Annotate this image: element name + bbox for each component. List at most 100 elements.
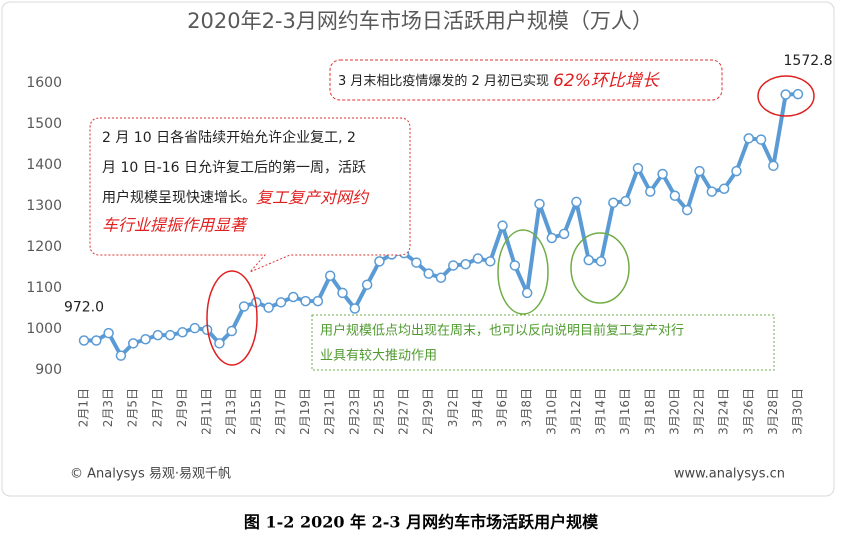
point [558,228,570,240]
x-tick-label: 2月3日 [101,388,115,427]
point [103,327,114,339]
point [448,260,459,271]
point [681,204,693,216]
x-tick-label: 3月4日 [470,388,484,427]
point [669,190,681,201]
point [632,163,644,174]
point [472,253,484,264]
annotation-line: 用户规模呈现快速增长。复工复产对网约 [102,188,370,207]
point [718,183,730,195]
x-tick-label: 3月24日 [717,388,731,435]
annotation-highlight: 复工复产对网约 [256,188,370,207]
x-tick-label: 2月7日 [150,388,164,427]
x-tick-label: 3月26日 [741,388,755,435]
point [263,302,274,313]
annotation-line: 2 月 10 日各省陆续开始允许企业复工, 2 [102,129,356,146]
point [238,301,250,312]
point [509,260,521,271]
annotation-box [89,117,411,273]
annotation-line: 月 10 日-16 日允许复工后的第一周，活跃 [102,159,366,176]
annotation-line: 用户规模低点均出现在周末，也可以反向说明目前复工复产对行 [320,323,684,339]
x-tick-label: 3月28日 [766,388,780,435]
annotation-line: 业具有较大推动作用 [320,349,437,364]
x-tick-label: 2月15日 [249,388,263,435]
y-tick-label: 1400 [26,157,62,173]
x-tick-label: 3月20日 [667,388,681,435]
highlight-ellipse [497,229,549,315]
point [497,220,508,231]
x-tick-label: 3月12日 [569,388,583,435]
x-tick-label: 3月14日 [594,388,608,435]
x-tick-label: 3月30日 [791,388,805,435]
x-tick-label: 3月6日 [495,388,509,427]
x-tick-label: 3月10日 [544,388,558,435]
point [571,196,582,208]
point [78,335,90,346]
point [755,134,767,145]
point [521,287,533,299]
point [423,268,434,279]
highlight-ellipse [757,75,815,117]
x-tick-label: 2月5日 [126,388,140,427]
x-tick-label: 2月1日 [77,388,91,427]
point [657,168,668,180]
point [275,297,287,308]
point [115,350,127,361]
y-tick-label: 1200 [26,239,62,255]
x-tick-label: 3月16日 [618,388,632,435]
annotation-highlight: 车行业提振作用显著 [102,216,249,235]
y-tick-label: 1500 [26,116,62,132]
website: www.analysys.cn [674,467,785,482]
x-tick-label: 3月2日 [446,388,460,427]
point [608,197,619,208]
point [583,254,594,266]
source: © Analysys 易观·易观千帆 [70,467,231,482]
point [288,291,299,303]
annotation-text: 3 月末相比疫情爆发的 2 月初已实现 [338,73,553,89]
point [706,186,718,197]
x-tick-label: 2月21日 [323,388,337,435]
point [337,287,348,299]
x-tick-label: 3月8日 [520,388,534,427]
y-tick-label: 1100 [26,280,62,296]
highlight-ellipse [570,232,630,304]
x-tick-label: 2月23日 [347,388,361,435]
x-tick-label: 2月27日 [397,388,411,435]
point [484,256,496,267]
point [595,256,607,267]
point [140,334,151,345]
point [177,327,188,338]
point [645,186,656,197]
annotation-highlight: 62%环比增长 [553,71,660,91]
chart-title: 2020年2-3月网约车市场日活跃用户规模（万人） [187,9,653,33]
x-tick-label: 3月22日 [692,388,706,435]
annotation-box [329,59,723,101]
x-tick-label: 2月29日 [421,388,435,435]
point [324,270,336,281]
data-label: 972.0 [64,299,104,315]
point [792,88,804,100]
y-tick-label: 1600 [26,75,62,91]
highlight-ellipse [206,270,258,366]
x-tick-label: 2月13日 [224,388,238,435]
x-tick-label: 2月19日 [298,388,312,435]
point [127,338,139,349]
x-tick-label: 3月18日 [643,388,657,435]
point [349,303,361,314]
point [300,295,311,307]
x-tick-label: 2月25日 [372,388,386,435]
point [460,258,471,270]
point [226,325,237,337]
x-tick-label: 2月17日 [273,388,287,435]
point [189,322,201,334]
annotation-box [311,314,775,371]
point [374,256,385,267]
point [534,198,545,210]
point [91,335,102,346]
y-tick-label: 1000 [26,321,62,337]
y-tick-label: 1300 [26,198,62,214]
plot: 900 1000 1100 1200 1300 1400 1500 1600 2月1日 2月3日 2… [26,53,832,435]
point [152,329,164,341]
point [694,165,705,177]
